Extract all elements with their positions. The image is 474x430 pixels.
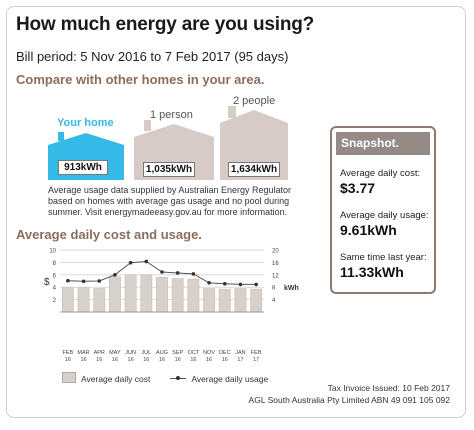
compare-heading: Compare with other homes in your area. — [16, 72, 265, 87]
y-right-axis-label: kWh — [284, 285, 299, 292]
x-tick-label: OCT 16 — [188, 350, 200, 363]
usage-point — [97, 279, 102, 283]
snapshot-title: Snapshot. — [336, 132, 430, 155]
bill-period: Bill period: 5 Nov 2016 to 7 Feb 2017 (9… — [16, 49, 289, 64]
x-tick-label: NOV 16 — [203, 350, 215, 363]
y-right-tick-label: 20 — [272, 249, 279, 255]
x-tick-label: MAR 16 — [77, 350, 89, 363]
usage-point — [160, 270, 164, 274]
y-left-tick-label: 6 — [53, 273, 57, 279]
usage-point — [238, 282, 243, 287]
y-left-tick-label: 2 — [53, 298, 57, 304]
house-value-1-person: 1,035kWh — [143, 162, 195, 177]
x-tick-label: DEC 16 — [219, 350, 231, 363]
chart-legend: Average daily cost Average daily usage — [62, 372, 268, 384]
legend-usage-line-icon — [170, 376, 187, 380]
usage-point — [222, 281, 227, 286]
cost-bar — [250, 288, 263, 313]
x-tick-label: MAY 16 — [109, 350, 121, 363]
house-label-1-person: 1 person — [150, 109, 193, 121]
usage-point — [128, 260, 133, 265]
usage-point — [81, 279, 86, 284]
y-right-tick-label: 16 — [272, 261, 279, 267]
cost-bar — [93, 288, 106, 313]
x-tick-label: JUN 16 — [125, 350, 136, 363]
snapshot-last-year-value: 11.33kWh — [340, 264, 404, 280]
cost-bar — [156, 277, 168, 313]
x-tick-label: FEB 17 — [251, 350, 262, 363]
y-left-tick-label: 10 — [49, 249, 56, 255]
house-value-2-people: 1,634kWh — [228, 162, 280, 177]
usage-point — [66, 278, 70, 283]
usage-point — [207, 281, 211, 285]
x-tick-label: JUL 16 — [141, 350, 151, 363]
y-left-axis-label: $ — [44, 277, 50, 288]
snapshot-usage-value: 9.61kWh — [340, 222, 397, 238]
y-left-tick-label: 8 — [53, 261, 57, 267]
cost-bar — [203, 288, 215, 313]
house-label-2-people: 2 people — [233, 95, 276, 107]
cost-bar — [77, 287, 90, 313]
cost-bar — [109, 276, 121, 313]
house-label-your-home: Your home — [57, 117, 114, 129]
cost-bar — [140, 274, 153, 313]
snapshot-last-year-label: Same time last year: — [340, 252, 427, 263]
usage-point — [175, 271, 180, 275]
legend-usage-label: Average daily usage — [191, 374, 269, 384]
y-right-tick-label: 8 — [272, 286, 276, 292]
y-right-tick-label: 4 — [272, 298, 276, 304]
y-right-tick-label: 12 — [272, 273, 279, 279]
cost-bar — [61, 287, 74, 313]
footer-invoice: Tax Invoice Issued: 10 Feb 2017 — [327, 383, 450, 393]
x-tick-label: APR 16 — [94, 350, 105, 363]
snapshot-panel: Snapshot. Average daily cost: $3.77 Aver… — [330, 126, 436, 294]
house-value-your-home: 913kWh — [58, 160, 108, 175]
usage-point — [191, 272, 196, 276]
usage-point — [113, 273, 117, 277]
snapshot-cost-label: Average daily cost: — [340, 168, 421, 179]
y-left-tick-label: 4 — [53, 286, 57, 292]
x-tick-label: FEB 16 — [62, 350, 73, 363]
usage-point — [144, 259, 149, 264]
cost-bar — [187, 278, 200, 313]
snapshot-cost-value: $3.77 — [340, 180, 376, 196]
avg-cost-usage-heading: Average daily cost and usage. — [16, 227, 202, 242]
usage-point — [254, 282, 258, 287]
legend-cost-swatch — [62, 372, 76, 383]
footer-company: AGL South Australia Pty Limited ABN 49 0… — [248, 395, 450, 405]
snapshot-usage-label: Average daily usage: — [340, 210, 429, 221]
cost-bar — [218, 288, 231, 313]
page-title: How much energy are you using? — [16, 14, 315, 35]
cost-bar — [234, 288, 247, 313]
cost-bar — [124, 274, 137, 313]
x-tick-label: AUG 16 — [156, 350, 168, 363]
aer-source-note: Average usage data supplied by Australia… — [48, 185, 291, 217]
x-tick-label: SEP 16 — [172, 350, 183, 363]
cost-bar — [171, 278, 184, 313]
x-tick-label: JAN 17 — [235, 350, 245, 363]
legend-cost-label: Average daily cost — [81, 374, 151, 384]
